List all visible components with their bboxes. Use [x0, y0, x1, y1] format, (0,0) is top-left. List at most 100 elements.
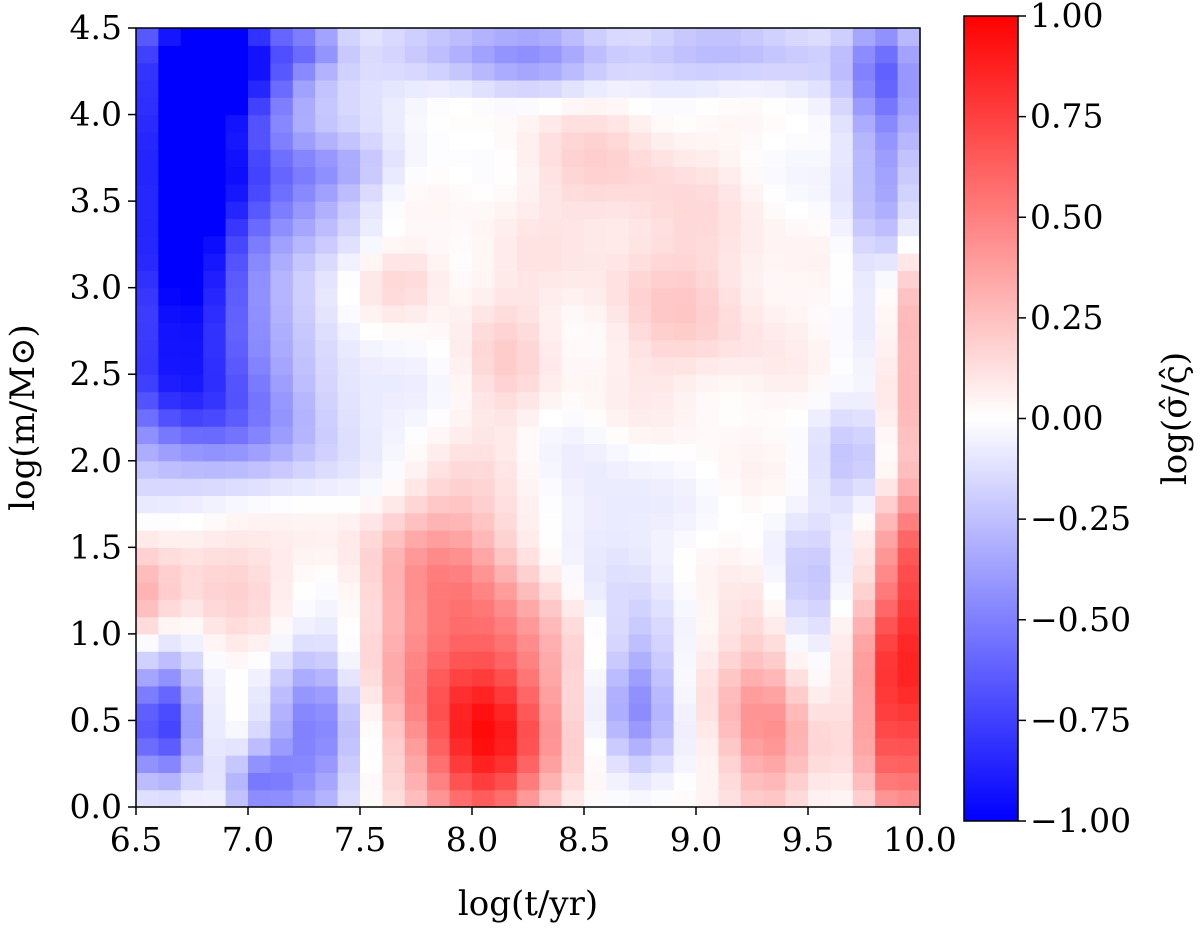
heatmap-cell	[539, 304, 563, 323]
heatmap-cell	[360, 97, 383, 116]
heatmap-cell	[337, 45, 361, 64]
heatmap-cell	[696, 183, 719, 202]
heatmap-cell	[494, 772, 518, 791]
heatmap-cell	[875, 564, 899, 583]
heatmap-cell	[808, 789, 831, 808]
heatmap-cell	[561, 391, 585, 410]
heatmap-cell	[248, 79, 271, 98]
heatmap-cell	[673, 322, 697, 341]
heatmap-cell	[628, 183, 652, 202]
heatmap-cell	[628, 426, 652, 445]
heatmap-cell	[337, 530, 361, 548]
heatmap-cell	[292, 322, 316, 341]
heatmap-cell	[763, 772, 787, 791]
heatmap-cell	[852, 97, 876, 116]
heatmap-cell	[404, 28, 428, 46]
heatmap-cell	[830, 218, 854, 237]
heatmap-cell	[449, 131, 473, 150]
heatmap-cell	[315, 304, 339, 323]
heatmap-cell	[315, 512, 339, 531]
y-tick-label: 4.5	[70, 8, 122, 47]
colorbar-tick-label: 0.00	[1030, 399, 1103, 438]
heatmap-cell	[696, 581, 719, 600]
heatmap-cell	[606, 28, 630, 46]
heatmap-cell	[718, 633, 742, 652]
heatmap-cell	[606, 235, 630, 254]
heatmap-cell	[584, 668, 607, 687]
heatmap-cell	[606, 685, 630, 704]
heatmap-cell	[203, 737, 227, 756]
heatmap-cell	[696, 235, 719, 254]
heatmap-cell	[897, 495, 921, 514]
heatmap-cell	[136, 651, 159, 670]
heatmap-cell	[830, 183, 854, 202]
heatmap-cell	[136, 495, 159, 514]
heatmap-cell	[404, 97, 428, 116]
heatmap-cell	[516, 218, 540, 237]
heatmap-cell	[360, 737, 383, 756]
heatmap-cell	[740, 166, 764, 185]
heatmap-cell	[606, 564, 630, 583]
heatmap-cell	[763, 685, 787, 704]
heatmap-cell	[539, 270, 563, 289]
heatmap-cell	[203, 356, 227, 375]
heatmap-cell	[494, 581, 518, 600]
heatmap-cell	[158, 356, 182, 375]
heatmap-cell	[606, 253, 630, 271]
heatmap-cell	[718, 149, 742, 168]
heatmap-cell	[897, 737, 921, 756]
heatmap-cell	[449, 45, 473, 64]
heatmap-cell	[852, 564, 876, 583]
heatmap-cell	[808, 564, 831, 583]
heatmap-cell	[270, 374, 294, 393]
heatmap-cell	[472, 599, 495, 618]
heatmap-cell	[136, 443, 159, 462]
heatmap-cell	[808, 616, 831, 635]
heatmap-cell	[404, 478, 428, 496]
heatmap-cell	[673, 45, 697, 64]
heatmap-cell	[740, 599, 764, 618]
heatmap-cell	[360, 166, 383, 185]
heatmap-cell	[897, 391, 921, 410]
heatmap-cell	[472, 772, 495, 791]
heatmap-cell	[180, 512, 204, 531]
heatmap-cell	[203, 547, 227, 566]
heatmap-cell	[584, 616, 607, 635]
heatmap-cell	[382, 789, 406, 808]
heatmap-cell	[225, 599, 249, 618]
heatmap-cell	[539, 183, 563, 202]
heatmap-cell	[584, 685, 607, 704]
colorbar-tick-label: 0.75	[1030, 97, 1103, 136]
heatmap-cell	[785, 322, 809, 341]
heatmap-cell	[449, 668, 473, 687]
heatmap-cell	[158, 478, 182, 496]
heatmap-cell	[606, 789, 630, 808]
heatmap-cell	[830, 62, 854, 81]
y-tick-label: 2.0	[70, 441, 122, 480]
heatmap-cell	[740, 391, 764, 410]
heatmap-cell	[516, 287, 540, 306]
heatmap-cell	[673, 789, 697, 808]
heatmap-cell	[539, 789, 563, 808]
heatmap-cell	[494, 166, 518, 185]
heatmap-cell	[516, 547, 540, 566]
heatmap-cell	[808, 28, 831, 46]
heatmap-cell	[561, 322, 585, 341]
heatmap-cell	[382, 339, 406, 358]
heatmap-cell	[158, 218, 182, 237]
x-axis: 6.5 7.0 7.5 8.0 8.5 9.0 9.5 10.0	[110, 807, 957, 859]
heatmap-cell	[852, 616, 876, 635]
heatmap-cell	[785, 668, 809, 687]
heatmap-cell	[158, 287, 182, 306]
heatmap-cell	[830, 616, 854, 635]
heatmap-cell	[561, 304, 585, 323]
y-axis-label: log(m/M⊙)	[3, 324, 43, 511]
heatmap-cell	[539, 356, 563, 375]
heatmap-cell	[337, 616, 361, 635]
heatmap-cell	[180, 28, 204, 46]
heatmap-cell	[763, 253, 787, 271]
heatmap-cell	[248, 339, 271, 358]
heatmap-cell	[718, 616, 742, 635]
heatmap-cell	[852, 685, 876, 704]
